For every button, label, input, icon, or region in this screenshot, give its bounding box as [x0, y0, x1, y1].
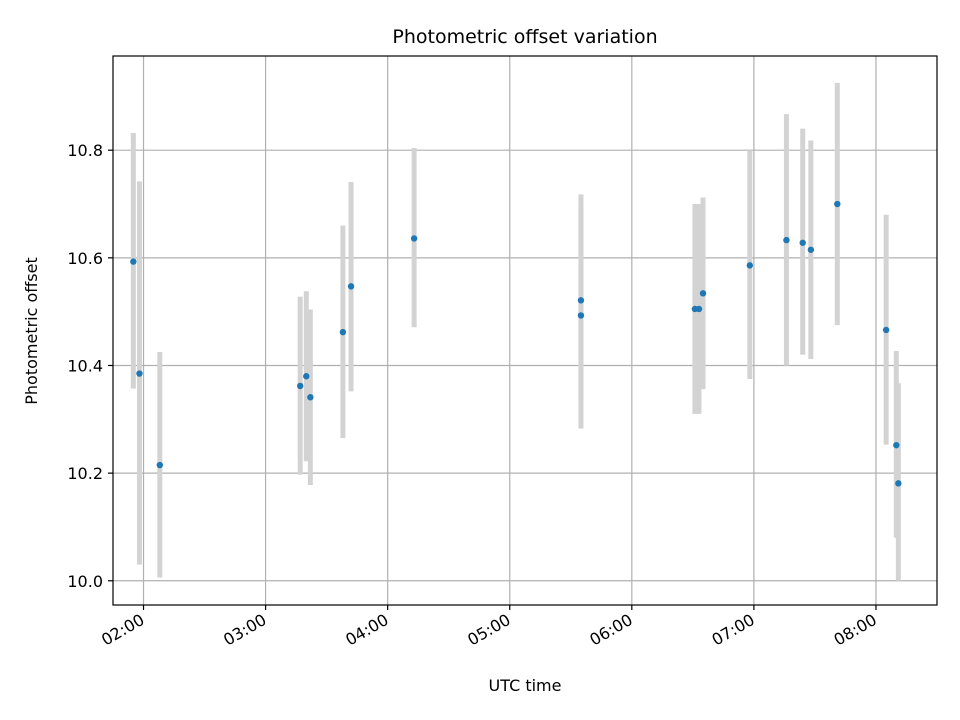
y-tick-label: 10.0: [67, 572, 103, 591]
data-point: [746, 262, 754, 269]
y-axis-ticks: 10.0 10.2 10.4 10.6 10.8: [67, 141, 113, 591]
data-point: [347, 283, 355, 290]
x-axis-label: UTC time: [489, 676, 562, 695]
data-point: [893, 441, 900, 449]
data-point: [130, 258, 137, 265]
data-point: [339, 328, 347, 336]
data-point: [577, 297, 585, 304]
chart-title: Photometric offset variation: [392, 26, 657, 48]
data-point: [156, 461, 163, 469]
y-tick-label: 10.6: [67, 249, 103, 268]
data-points: [130, 200, 902, 487]
y-tick-label: 10.8: [67, 141, 103, 160]
data-point: [307, 394, 314, 401]
data-point: [695, 305, 703, 313]
data-point: [895, 480, 902, 487]
data-point: [410, 235, 418, 242]
data-point: [303, 373, 310, 380]
grid-lines: [113, 56, 937, 605]
data-point: [783, 236, 790, 244]
y-tick-label: 10.2: [67, 464, 103, 483]
data-point: [799, 239, 806, 246]
data-point: [834, 200, 841, 208]
data-point: [882, 326, 890, 334]
data-point: [136, 370, 143, 377]
data-point: [577, 312, 585, 319]
data-point: [699, 290, 707, 297]
y-axis-label: Photometric offset: [22, 257, 41, 405]
plot-frame: [112, 55, 938, 606]
data-point: [296, 382, 304, 390]
data-point: [807, 246, 815, 253]
y-tick-label: 10.4: [67, 356, 103, 375]
